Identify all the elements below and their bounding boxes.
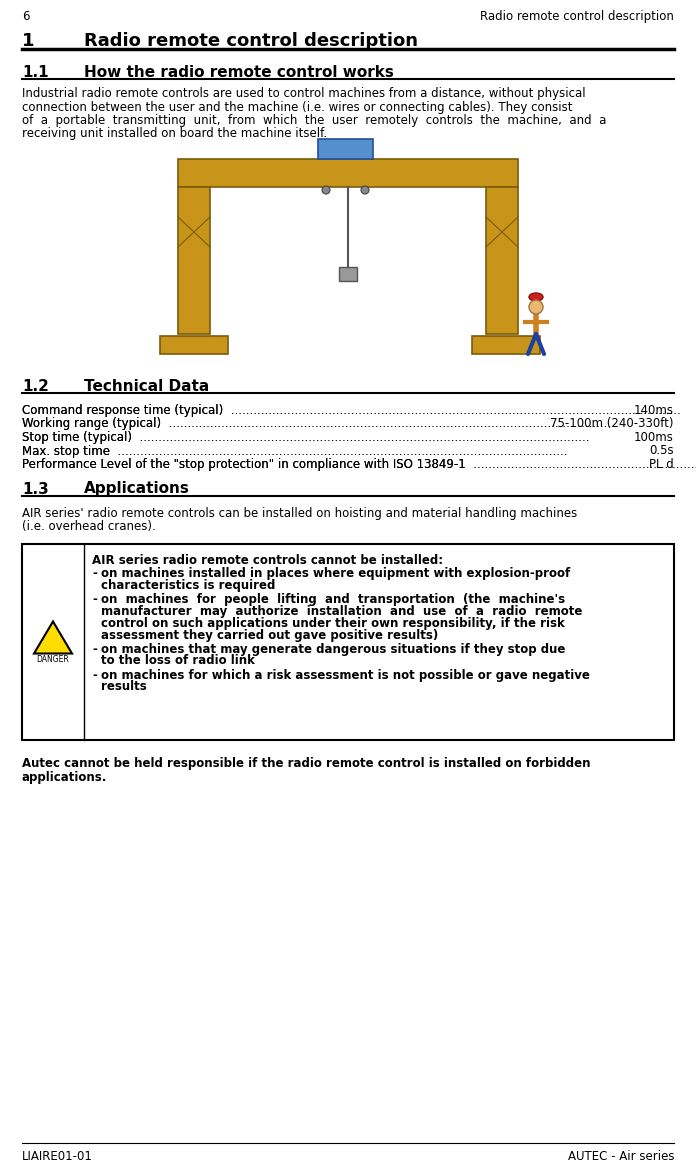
Text: 1.1: 1.1 [22, 65, 49, 80]
Text: 1.2: 1.2 [22, 379, 49, 394]
Text: on machines installed in places where equipment with explosion-proof: on machines installed in places where eq… [101, 566, 570, 579]
Text: AIR series radio remote controls cannot be installed:: AIR series radio remote controls cannot … [92, 554, 443, 566]
Text: 1.3: 1.3 [22, 481, 49, 497]
Text: results: results [101, 680, 147, 693]
Text: 1: 1 [22, 33, 35, 50]
Text: PL d: PL d [649, 458, 674, 471]
Text: assessment they carried out gave positive results): assessment they carried out gave positiv… [101, 628, 438, 642]
Text: -: - [92, 566, 97, 579]
Text: Radio remote control description: Radio remote control description [84, 33, 418, 50]
Text: Working range (typical): Working range (typical) [22, 418, 161, 430]
Text: on machines that may generate dangerous situations if they stop due: on machines that may generate dangerous … [101, 642, 565, 656]
Text: to the loss of radio link: to the loss of radio link [101, 655, 255, 668]
Circle shape [529, 300, 543, 314]
Text: of  a  portable  transmitting  unit,  from  which  the  user  remotely  controls: of a portable transmitting unit, from wh… [22, 114, 606, 127]
Text: Command response time (typical): Command response time (typical) [22, 404, 223, 418]
Text: 75-100m (240-330ft): 75-100m (240-330ft) [551, 418, 674, 430]
Text: AUTEC - Air series: AUTEC - Air series [567, 1150, 674, 1163]
Text: Working range (typical)  .......................................................: Working range (typical) ................… [22, 418, 619, 430]
Bar [178, 187, 210, 334]
Text: Max. stop time: Max. stop time [22, 444, 110, 457]
Text: Stop time (typical)  ...........................................................: Stop time (typical) ....................… [22, 431, 590, 444]
Text: Performance Level of the "stop protection" in compliance with ISO 13849-1  .....: Performance Level of the "stop protectio… [22, 458, 696, 471]
Bar [486, 187, 518, 334]
Text: Industrial radio remote controls are used to control machines from a distance, w: Industrial radio remote controls are use… [22, 87, 585, 100]
Bar [178, 159, 518, 187]
Text: receiving unit installed on board the machine itself.: receiving unit installed on board the ma… [22, 128, 327, 141]
Bar [318, 140, 373, 159]
Text: connection between the user and the machine (i.e. wires or connecting cables). T: connection between the user and the mach… [22, 100, 573, 114]
Text: -: - [92, 592, 97, 606]
Text: characteristics is required: characteristics is required [101, 578, 276, 592]
Text: Applications: Applications [84, 481, 190, 497]
Circle shape [361, 186, 369, 194]
Text: 100ms: 100ms [634, 431, 674, 444]
Text: Max. stop time  ................................................................: Max. stop time .........................… [22, 444, 567, 457]
Bar [339, 267, 357, 281]
Text: LIAIRE01-01: LIAIRE01-01 [22, 1150, 93, 1163]
Text: Radio remote control description: Radio remote control description [480, 10, 674, 23]
Text: Performance Level of the "stop protection" in compliance with ISO 13849-1: Performance Level of the "stop protectio… [22, 458, 466, 471]
Text: !: ! [49, 626, 56, 641]
Text: -: - [92, 669, 97, 682]
Text: Stop time (typical): Stop time (typical) [22, 431, 132, 444]
Text: (i.e. overhead cranes).: (i.e. overhead cranes). [22, 520, 156, 533]
Text: applications.: applications. [22, 771, 107, 784]
Polygon shape [34, 621, 72, 654]
Circle shape [322, 186, 330, 194]
Text: control on such applications under their own responsibility, if the risk: control on such applications under their… [101, 616, 564, 629]
Bar [472, 336, 540, 354]
Text: on  machines  for  people  lifting  and  transportation  (the  machine's: on machines for people lifting and trans… [101, 592, 565, 606]
Bar [160, 336, 228, 354]
Text: DANGER: DANGER [37, 656, 70, 664]
Text: -: - [92, 642, 97, 656]
Text: Command response time (typical)  ...............................................: Command response time (typical) ........… [22, 404, 681, 418]
Text: AIR series' radio remote controls can be installed on hoisting and material hand: AIR series' radio remote controls can be… [22, 507, 577, 520]
Text: manufacturer  may  authorize  installation  and  use  of  a  radio  remote: manufacturer may authorize installation … [101, 605, 583, 618]
Text: on machines for which a risk assessment is not possible or gave negative: on machines for which a risk assessment … [101, 669, 590, 682]
Text: Autec cannot be held responsible if the radio remote control is installed on for: Autec cannot be held responsible if the … [22, 757, 590, 771]
Text: 0.5s: 0.5s [649, 444, 674, 457]
Text: Technical Data: Technical Data [84, 379, 209, 394]
Text: How the radio remote control works: How the radio remote control works [84, 65, 394, 80]
Text: 140ms: 140ms [634, 404, 674, 418]
Text: 6: 6 [22, 10, 29, 23]
Ellipse shape [529, 293, 543, 301]
Bar [22, 543, 674, 740]
